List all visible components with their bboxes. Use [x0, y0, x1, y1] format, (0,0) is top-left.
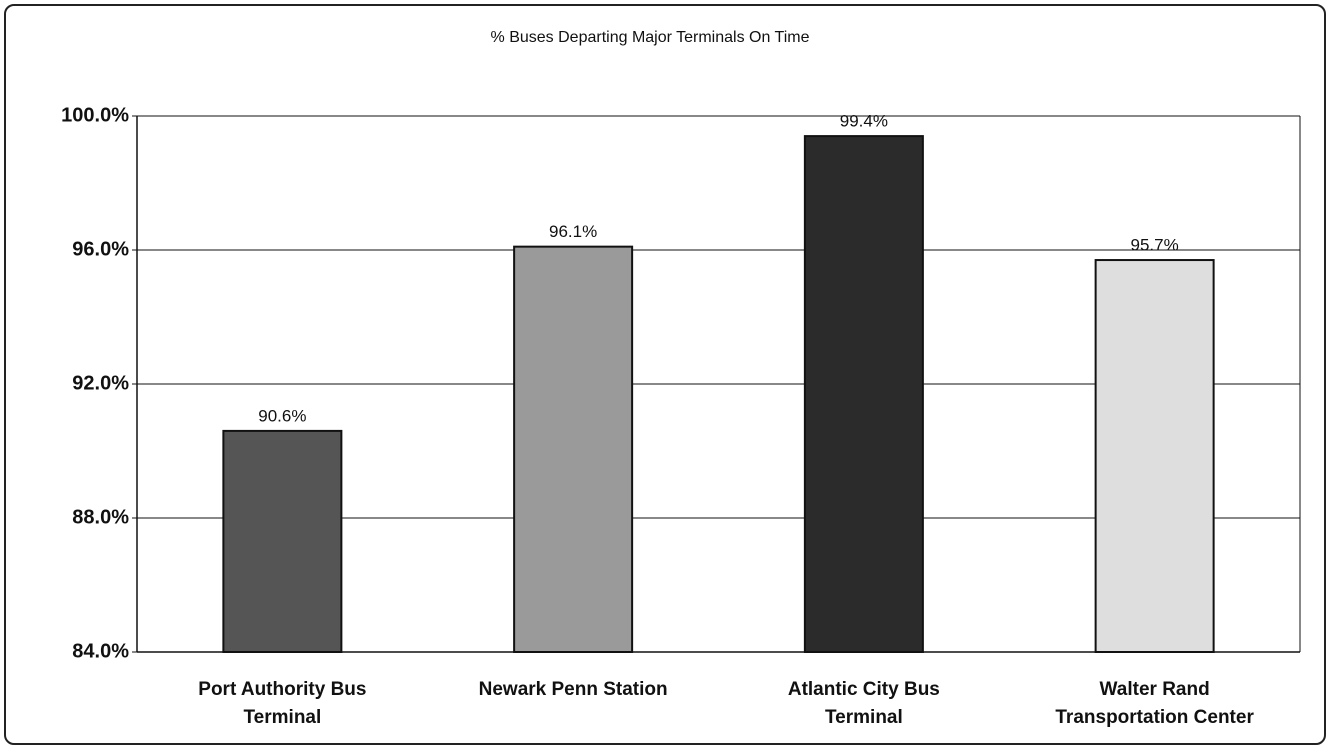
data-label: 90.6%	[258, 406, 306, 425]
bar	[513, 245, 634, 653]
chart-frame	[4, 4, 1326, 745]
bar	[1094, 259, 1215, 653]
x-tick-label: Walter Rand Transportation Center	[1055, 679, 1254, 728]
bar	[803, 135, 924, 654]
y-tick-label: 92.0%	[72, 372, 129, 394]
bar	[222, 429, 343, 653]
y-tick-label: 88.0%	[72, 506, 129, 528]
x-tick-label: Newark Penn Station	[478, 679, 668, 700]
x-tick-label: Port Authority Bus Terminal	[198, 679, 367, 728]
x-tick-label: Atlantic City Bus Terminal	[787, 679, 940, 728]
data-label: 96.1%	[549, 222, 597, 241]
y-tick-label: 96.0%	[72, 238, 129, 260]
y-tick-label: 100.0%	[61, 104, 129, 126]
data-label: 99.4%	[840, 112, 888, 131]
data-label: 95.7%	[1131, 236, 1179, 255]
y-tick-label: 84.0%	[72, 640, 129, 662]
chart-title: % Buses Departing Major Terminals On Tim…	[491, 29, 810, 46]
